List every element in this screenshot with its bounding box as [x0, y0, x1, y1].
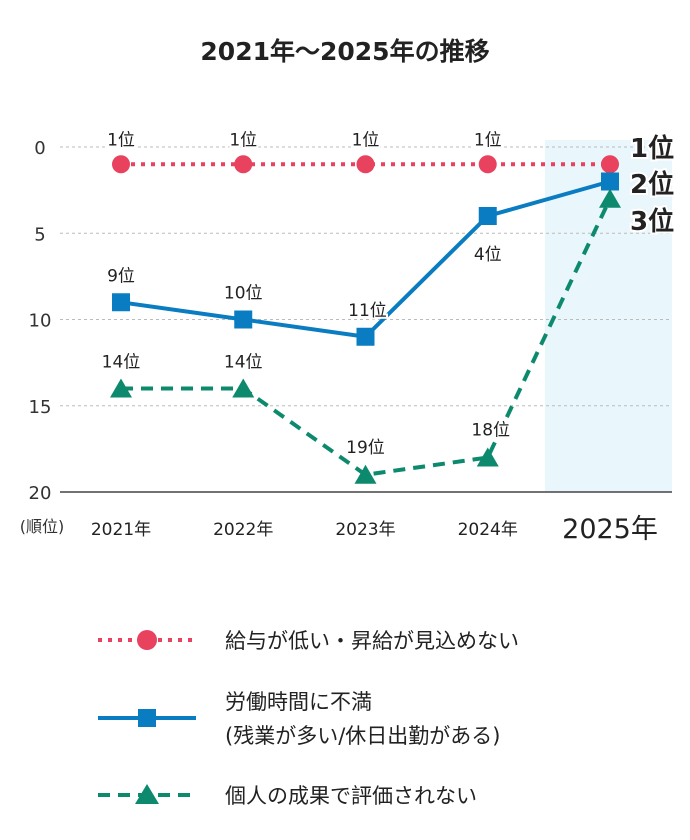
data-point-square [356, 327, 375, 346]
data-point-circle [234, 155, 253, 174]
x-tick-label: 2025年 [562, 514, 658, 545]
chart-title: 2021年～2025年の推移 [200, 37, 489, 66]
y-tick-label: 15 [29, 397, 52, 418]
legend-triangle-icon [135, 784, 159, 804]
data-point-triangle [599, 188, 621, 208]
data-label-highlight: 1位 [630, 133, 674, 164]
data-label: 1位 [229, 130, 257, 150]
data-label: 11位 [348, 301, 387, 321]
data-point-triangle [476, 447, 499, 467]
data-point-circle [112, 155, 130, 174]
data-label: 1位 [352, 130, 380, 150]
y-tick-label: 10 [29, 311, 52, 332]
data-label: 18位 [471, 421, 510, 441]
data-point-circle [601, 155, 619, 174]
legend-circle-icon [137, 630, 157, 650]
data-point-circle [356, 155, 375, 174]
data-label: 19位 [346, 438, 385, 458]
legend-label: 労働時間に不満 [225, 690, 372, 714]
x-tick-label: 2024年 [458, 520, 518, 540]
data-label: 14位 [102, 353, 141, 373]
legend-label: 個人の成果で評価されない [225, 784, 477, 808]
data-point-square [112, 293, 130, 312]
data-point-square [234, 310, 253, 329]
data-label: 10位 [224, 284, 263, 304]
x-tick-label: 2021年 [91, 520, 151, 540]
data-point-square [601, 172, 619, 191]
y-axis-label: (順位) [20, 517, 65, 536]
data-label: 4位 [474, 245, 502, 265]
data-point-square [478, 207, 497, 225]
y-tick-label: 0 [34, 138, 45, 159]
data-point-triangle [354, 464, 377, 484]
y-tick-label: 5 [34, 224, 45, 245]
x-tick-label: 2022年 [213, 520, 273, 540]
legend-label: (残業が多い/休日出勤がある) [225, 724, 500, 748]
data-point-triangle [232, 378, 255, 398]
data-label-highlight: 3位 [630, 206, 674, 237]
data-label-highlight: 2位 [630, 169, 674, 200]
data-label: 14位 [224, 353, 263, 373]
legend-label: 給与が低い・昇給が見込めない [225, 629, 519, 653]
legend-square-icon [138, 709, 156, 727]
data-label: 1位 [107, 130, 135, 150]
y-tick-label: 20 [29, 483, 52, 504]
x-tick-label: 2023年 [335, 520, 395, 540]
data-point-triangle [110, 378, 132, 398]
data-label: 9位 [107, 266, 135, 286]
data-label: 1位 [474, 130, 502, 150]
data-point-circle [478, 155, 497, 174]
